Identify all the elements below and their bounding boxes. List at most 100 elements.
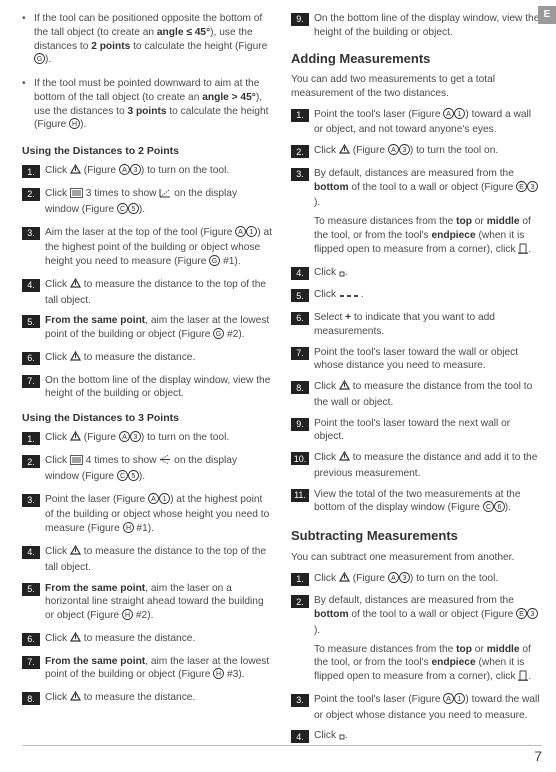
svg-text:E: E xyxy=(519,611,524,618)
text: #1). xyxy=(220,256,240,267)
numbered-step: 1.Click (Figure A3) to turn on the tool. xyxy=(22,431,273,447)
text: By default, distances are measured from … xyxy=(314,595,514,606)
circle-6-icon: 6 xyxy=(494,501,505,517)
bullet-text: If the tool can be positioned opposite t… xyxy=(34,12,273,69)
step-number-badge: 2. xyxy=(22,188,40,201)
circle-A-icon: A xyxy=(235,226,246,242)
step-number-badge: 3. xyxy=(22,494,40,507)
step-number-badge: 7. xyxy=(291,347,309,360)
svg-text:A: A xyxy=(447,111,452,118)
step-text: Point the tool's laser toward the next w… xyxy=(314,417,542,445)
step-number-badge: 4. xyxy=(291,267,309,280)
numbered-step: 6.Select + to indicate that you want to … xyxy=(291,311,542,339)
step-number-badge: 1. xyxy=(291,573,309,586)
step-text: From the same point, aim the laser on a … xyxy=(45,582,273,625)
numbered-step: 3.Point the tool's laser (Figure A1) tow… xyxy=(291,693,542,723)
step-text: Click (Figure A3) to turn the tool on. xyxy=(314,144,542,160)
step-number-badge: 11. xyxy=(291,489,309,502)
circle-A-icon: A xyxy=(119,164,130,180)
circle-H-icon: H xyxy=(122,609,133,625)
text: ) to turn on the tool. xyxy=(141,432,229,443)
text: Click xyxy=(45,692,70,703)
step-number-badge: 10. xyxy=(291,452,309,465)
bullet-item: •If the tool must be pointed downward to… xyxy=(22,77,273,134)
text: Select xyxy=(314,312,345,323)
step-text: Click . xyxy=(314,266,542,282)
numbered-step: 11.View the total of the two measurement… xyxy=(291,488,542,518)
power-icon xyxy=(339,451,350,467)
text: Click xyxy=(314,145,339,156)
circle-3-icon: 3 xyxy=(527,181,538,197)
side-tab: E xyxy=(538,6,556,24)
circle-G-icon: G xyxy=(209,255,220,271)
numbered-step: 5.Click . xyxy=(291,288,542,304)
numbered-step: 8.Click to measure the distance. xyxy=(22,691,273,707)
numbered-step: 4. Click . xyxy=(291,266,542,282)
text: Click xyxy=(45,188,70,199)
svg-text:C: C xyxy=(486,505,491,512)
step-number-badge: 9. xyxy=(291,13,309,26)
text: 4 times to show xyxy=(83,455,159,466)
numbered-step: 4.Click . xyxy=(291,729,542,745)
bullet-item: •If the tool can be positioned opposite … xyxy=(22,12,273,69)
step-text: Click 3 times to show on the display win… xyxy=(45,187,273,219)
two-column-layout: •If the tool can be positioned opposite … xyxy=(22,12,542,752)
svg-text:1: 1 xyxy=(163,496,167,503)
numbered-step: 2.By default, distances are measured fro… xyxy=(291,594,542,637)
step-text: On the bottom line of the display window… xyxy=(45,374,273,402)
circle-C-icon: C xyxy=(117,203,128,219)
step-text: Click to measure the distance and add it… xyxy=(314,451,542,481)
step-sub-text: To measure distances from the top or mid… xyxy=(314,643,542,686)
power-icon xyxy=(70,351,81,367)
step-text: By default, distances are measured from … xyxy=(314,594,542,637)
bullet-dot: • xyxy=(22,77,34,134)
numbered-step: 7. Point the tool's laser toward the wall… xyxy=(291,346,542,374)
numbered-step: 6.Click to measure the distance. xyxy=(22,632,273,648)
text: By default, distances are measured from … xyxy=(314,168,514,179)
step-number-badge: 8. xyxy=(22,692,40,705)
bullet-dot: • xyxy=(22,12,34,69)
manual-page: E •If the tool can be positioned opposit… xyxy=(0,0,556,772)
numbered-step: 3.By default, distances are measured fro… xyxy=(291,167,542,210)
step-number-badge: 2. xyxy=(291,145,309,158)
svg-text:E: E xyxy=(519,184,524,191)
step-number-badge: 6. xyxy=(291,312,309,325)
footer-rule xyxy=(22,745,542,746)
svg-text:G: G xyxy=(212,258,217,265)
text: Click xyxy=(45,633,70,644)
step-text: From the same point, aim the laser at th… xyxy=(45,655,273,685)
step-number-badge: 3. xyxy=(22,227,40,240)
bold-text: middle xyxy=(487,644,520,655)
step-number-badge: 9. xyxy=(291,418,309,431)
step-text: Point the tool's laser toward the wall o… xyxy=(314,346,542,374)
text: ) to turn the tool on. xyxy=(410,145,498,156)
text: . xyxy=(361,289,364,300)
heading-3points: Using the Distances to 3 Points xyxy=(22,411,273,425)
bold-text: top xyxy=(456,216,472,227)
bold-text: From the same point xyxy=(45,315,145,326)
circle-E-icon: E xyxy=(516,181,527,197)
circle-H-icon: H xyxy=(123,522,134,538)
text: Click xyxy=(314,289,339,300)
angle2-icon xyxy=(159,188,171,203)
intro-text: You can subtract one measurement from an… xyxy=(291,551,542,565)
svg-text:1: 1 xyxy=(458,696,462,703)
step-text: Point the tool's laser (Figure A1) towar… xyxy=(314,108,542,138)
svg-text:H: H xyxy=(216,672,221,679)
text: On the bottom line of the display window… xyxy=(45,375,270,400)
text: To measure distances from the xyxy=(314,216,456,227)
svg-text:3: 3 xyxy=(531,611,535,618)
text: . xyxy=(528,671,531,682)
numbered-step: 3.Aim the laser at the top of the tool (… xyxy=(22,226,273,271)
bold-text: endpiece xyxy=(431,230,475,241)
numbered-step: 2. Click (Figure A3) to turn the tool on. xyxy=(291,144,542,160)
text: Click xyxy=(314,267,339,278)
step-number-badge: 1. xyxy=(291,109,309,122)
text: Click xyxy=(45,546,70,557)
step-number-badge: 5. xyxy=(22,583,40,596)
power-icon xyxy=(339,144,350,160)
svg-text:A: A xyxy=(122,167,127,174)
power-icon xyxy=(70,545,81,561)
step-text: Click to measure the distance from the t… xyxy=(314,380,542,410)
numbered-step: 9. Point the tool's laser toward the next… xyxy=(291,417,542,445)
